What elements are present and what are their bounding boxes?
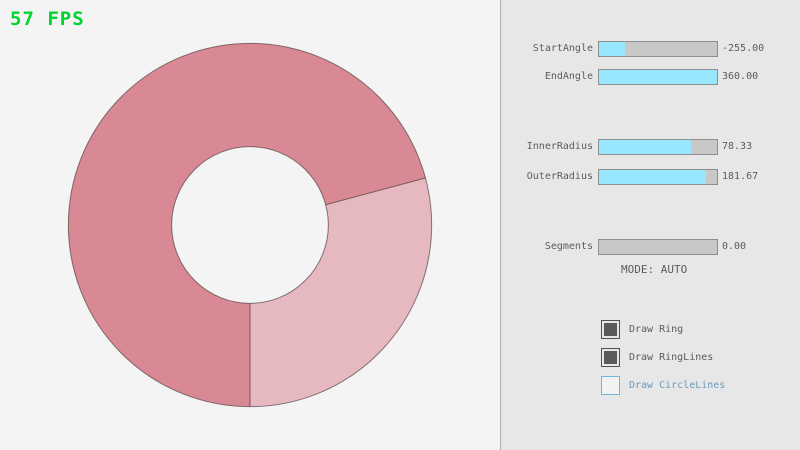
segments-row: Segments 0.00 [501,239,800,255]
startangle-label: StartAngle [532,43,593,54]
startangle-slider[interactable] [598,41,718,57]
outerradius-slider[interactable] [598,169,718,185]
startangle-value: -255.00 [722,43,765,54]
segments-label: Segments [544,241,593,252]
outerradius-label: OuterRadius [526,171,593,182]
ring-outline-outer [67,42,433,408]
draw-ring-label: Draw Ring [629,324,684,335]
draw-circlelines-label: Draw CircleLines [629,380,726,391]
ring-overlap-sector [250,178,432,407]
outerradius-value: 181.67 [722,171,759,182]
innerradius-value: 78.33 [722,141,753,152]
endangle-slider-fill [599,70,717,84]
startangle-row: StartAngle -255.00 [501,41,800,57]
outerradius-slider-fill [599,170,707,184]
drawing-canvas: 57 FPS [10,8,433,408]
ring-figure [67,42,433,408]
draw-ringlines-label: Draw RingLines [629,352,714,363]
draw-ring-checkbox[interactable] [601,320,620,339]
endangle-slider[interactable] [598,69,718,85]
endangle-row: EndAngle 360.00 [501,69,800,85]
ring-startangle-line [325,177,426,206]
draw-ring-row: Draw Ring [601,320,800,340]
draw-circlelines-row: Draw CircleLines [601,376,800,396]
endangle-label: EndAngle [544,71,593,82]
draw-ringlines-checkbox[interactable] [601,348,620,367]
innerradius-slider-fill [599,140,692,154]
startangle-slider-fill [599,42,625,56]
segments-value: 0.00 [722,241,747,252]
controls-panel: StartAngle -255.00 EndAngle 360.00 Inner… [500,0,800,450]
segments-slider[interactable] [598,239,718,255]
outerradius-row: OuterRadius 181.67 [501,169,800,185]
innerradius-row: InnerRadius 78.33 [501,139,800,155]
innerradius-slider[interactable] [598,139,718,155]
fps-counter: 57 FPS [10,8,85,30]
endangle-value: 360.00 [722,71,759,82]
draw-circlelines-checkbox[interactable] [601,376,620,395]
ring-outline-inner [171,146,329,304]
innerradius-label: InnerRadius [526,141,593,152]
draw-ringlines-row: Draw RingLines [601,348,800,368]
mode-label: MODE: AUTO [621,263,688,276]
